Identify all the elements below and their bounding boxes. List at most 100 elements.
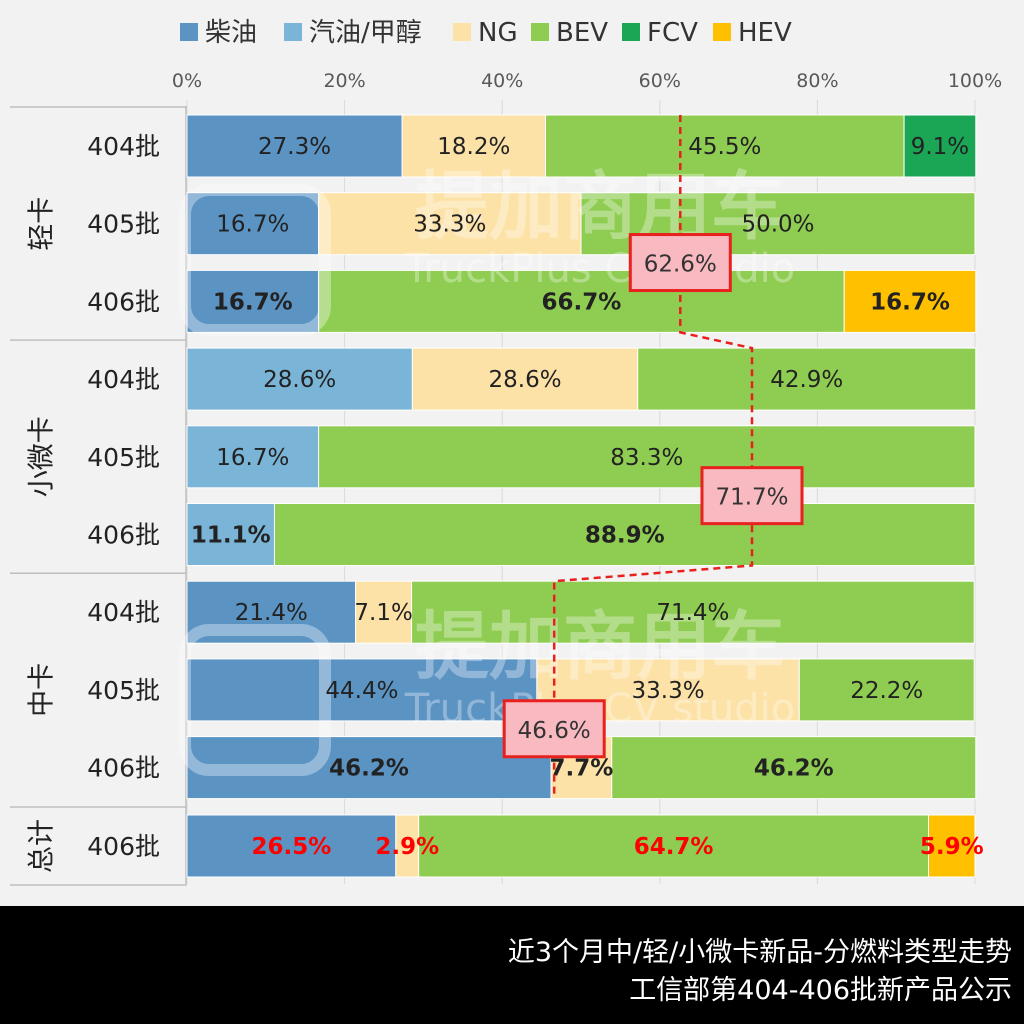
footer-caption: 近3个月中/轻/小微卡新品-分燃料类型走势 工信部第404-406批新产品公示 — [0, 906, 1024, 1024]
row-label: 405批 — [87, 676, 160, 705]
caption-line-1: 近3个月中/轻/小微卡新品-分燃料类型走势 — [507, 937, 1012, 968]
data-label: 64.7% — [634, 834, 714, 860]
data-label: 16.7% — [870, 289, 950, 315]
data-label: 66.7% — [541, 289, 621, 315]
row-label: 406批 — [87, 521, 160, 550]
data-label: 22.2% — [850, 678, 923, 704]
bar-segment — [186, 347, 413, 411]
data-label: 27.3% — [258, 134, 331, 160]
row-label: 405批 — [87, 443, 160, 472]
watermark-logo — [179, 184, 331, 336]
callout-box — [700, 466, 804, 526]
data-label: 33.3% — [413, 212, 486, 238]
legend-label: 汽油/甲醇 — [309, 18, 422, 48]
row-label: 404批 — [87, 132, 160, 161]
legend-swatch-diesel — [180, 23, 198, 41]
data-label: 50.0% — [741, 212, 814, 238]
data-label: 16.7% — [213, 289, 293, 315]
data-label: 44.4% — [325, 678, 398, 704]
callout-label: 62.6% — [644, 252, 717, 278]
legend-label: 柴油 — [205, 18, 257, 48]
bar-segment — [798, 658, 975, 722]
chart-area: 0% 20% 40% 60% 80% 100% 柴油 汽油/甲醇 NG BEV FCV HEV 轻卡小微… — [10, 18, 1002, 886]
data-label: 7.7% — [549, 756, 613, 782]
data-label: 16.7% — [216, 212, 289, 238]
x-tick-label: 40% — [481, 70, 523, 92]
callout-label: 71.7% — [715, 485, 788, 511]
x-tick-label: 20% — [323, 70, 365, 92]
group-label: 总计 — [27, 819, 58, 873]
data-label: 21.4% — [235, 600, 308, 626]
x-tick-label: 0% — [172, 70, 202, 92]
callout-box — [628, 233, 732, 293]
caption-line-2: 工信部第404-406批新产品公示 — [629, 975, 1012, 1006]
bar-segment — [637, 347, 977, 411]
group-label: 小微卡 — [27, 416, 58, 497]
legend-swatch-hev — [713, 23, 731, 41]
legend-label: HEV — [738, 18, 792, 48]
bar-segment — [318, 192, 582, 256]
bar-segment — [611, 736, 977, 800]
trend-line — [552, 115, 754, 799]
bar-segment — [418, 814, 930, 878]
watermark-logo — [179, 624, 331, 776]
data-label: 26.5% — [252, 834, 332, 860]
data-label: 9.1% — [911, 134, 969, 160]
bar-segment — [411, 580, 975, 644]
data-label: 42.9% — [770, 367, 843, 393]
data-label: 33.3% — [632, 678, 705, 704]
row-label: 404批 — [87, 598, 160, 627]
bar-segment — [411, 347, 639, 411]
bar-segment — [186, 814, 397, 878]
data-label: 88.9% — [585, 523, 665, 549]
legend-swatch-ng — [453, 23, 471, 41]
callout-box — [502, 699, 606, 759]
bar-segment — [186, 503, 275, 566]
data-label: 28.6% — [489, 367, 562, 393]
watermark-text: 提加商用车 — [415, 604, 785, 690]
row-label: 404批 — [87, 365, 160, 394]
bar-segment — [186, 580, 357, 644]
bar-segment — [186, 114, 403, 178]
data-label: 28.6% — [263, 367, 336, 393]
bar-segment — [318, 425, 976, 489]
row-label: 406批 — [87, 832, 160, 861]
data-label: 7.1% — [354, 600, 412, 626]
bar-segment — [186, 192, 320, 256]
x-tick-label: 60% — [639, 70, 681, 92]
data-label: 11.1% — [191, 523, 271, 549]
x-tick-label: 80% — [796, 70, 838, 92]
bar-segment — [186, 425, 320, 489]
data-label: 46.2% — [754, 756, 834, 782]
legend-label: NG — [478, 18, 518, 48]
stacked-bar-chart: 0% 20% 40% 60% 80% 100% 柴油 汽油/甲醇 NG BEV FCV HEV 轻卡小微… — [10, 18, 1002, 886]
data-label: 45.5% — [688, 134, 761, 160]
legend-swatch-gasoline — [284, 23, 302, 41]
bar-segment — [545, 114, 905, 178]
bar-segment — [186, 658, 538, 722]
row-label: 406批 — [87, 754, 160, 783]
group-label: 中卡 — [27, 663, 58, 717]
watermark-subtext: TruckPlus CV studio — [404, 246, 796, 292]
data-label: 5.9% — [920, 834, 984, 860]
group-label: 轻卡 — [27, 197, 58, 251]
data-label: 18.2% — [437, 134, 510, 160]
data-label: 16.7% — [216, 445, 289, 471]
data-label: 71.4% — [656, 600, 729, 626]
bar-segment — [843, 269, 977, 333]
bar-segment — [318, 269, 845, 333]
bar-segment — [903, 114, 977, 178]
data-label: 83.3% — [610, 445, 683, 471]
bar-segment — [928, 814, 976, 878]
x-tick-label: 100% — [948, 70, 1002, 92]
bar-segment — [401, 114, 547, 178]
data-label: 46.2% — [329, 756, 409, 782]
row-label: 405批 — [87, 210, 160, 239]
legend-label: BEV — [556, 18, 608, 48]
row-label: 406批 — [87, 287, 160, 316]
bar-segment — [186, 736, 552, 800]
data-label: 2.9% — [375, 834, 439, 860]
legend-swatch-fcv — [622, 23, 640, 41]
bar-segment — [273, 503, 976, 566]
legend-label: FCV — [647, 18, 698, 48]
